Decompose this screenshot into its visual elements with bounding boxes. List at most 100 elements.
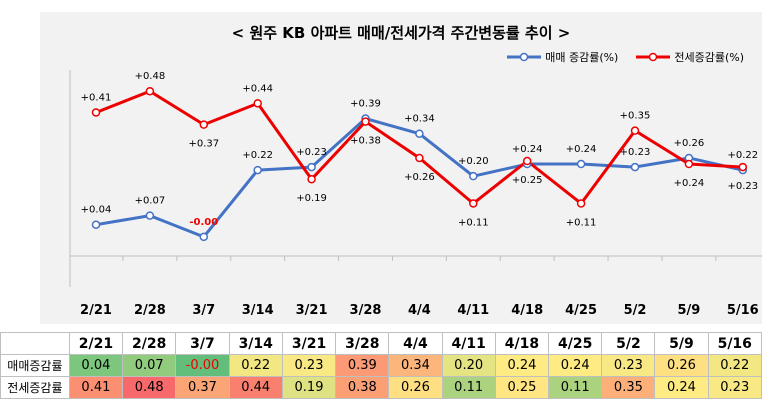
x-tick-label: 4/18 [511, 303, 543, 318]
data-point [684, 159, 694, 169]
table-cell: 0.41 [68, 376, 124, 399]
data-label: +0.07 [135, 196, 166, 207]
chart-legend: 매매 증감률(%) 전세증감률(%) [507, 49, 744, 65]
data-label: +0.24 [566, 144, 597, 155]
table-cell: 0.38 [335, 376, 390, 399]
data-label: +0.24 [512, 144, 543, 155]
table-cell: 0.11 [548, 376, 603, 399]
legend-item-jeonse: 전세증감률(%) [636, 49, 744, 65]
data-label: +0.24 [674, 178, 705, 189]
data-label: +0.26 [404, 172, 435, 183]
data-point [253, 99, 262, 108]
table-cell: 0.07 [122, 354, 177, 377]
table-cell: 0.39 [335, 354, 390, 377]
table-row: 매매증감률 0.04 0.07 -0.00 0.22 0.23 0.39 0.34 0.20 0… [0, 354, 762, 377]
data-table: 2/21 2/28 3/7 3/14 3/21 3/28 4/4 4/11 4/18 4/25 5/… [0, 332, 762, 399]
table-cell: 0.24 [494, 354, 550, 377]
table-cell: 0.48 [122, 376, 177, 399]
x-tick-label: 4/11 [457, 303, 489, 318]
table-column-header: 5/2 [601, 332, 656, 355]
line-chart: 2/21 2/28 3/7 3/14 3/21 3/28 4/4 4/11 4/18 4/25 5/… [69, 70, 762, 318]
data-point [738, 162, 748, 172]
data-label: +0.38 [350, 136, 381, 147]
data-label: +0.26 [674, 138, 705, 149]
legend-swatch-sale [507, 52, 542, 62]
data-point [199, 232, 209, 242]
x-tick-label: 3/28 [350, 303, 382, 318]
table-column-header: 4/18 [494, 332, 550, 355]
table-cell: 0.26 [388, 376, 443, 399]
table-cell: 0.34 [388, 354, 443, 377]
data-label: +0.35 [620, 111, 651, 122]
table-cell: 0.11 [441, 376, 496, 399]
table-cell: 0.24 [548, 354, 603, 377]
table-cell: 0.19 [281, 376, 337, 399]
chart-panel: < 원주 KB 아파트 매매/전세가격 주간변동률 추이 > 매매 증감률(%)… [40, 12, 762, 324]
table-cell: 0.26 [654, 354, 709, 377]
table-cell: -0.00 [175, 354, 230, 377]
data-point [145, 211, 155, 220]
data-label: +0.19 [296, 193, 327, 204]
x-tick-label: 5/16 [727, 303, 759, 318]
data-point [307, 174, 316, 184]
data-label: +0.34 [404, 114, 435, 125]
table-column-header: 2/28 [122, 332, 177, 355]
data-point [576, 199, 586, 208]
data-label: +0.11 [566, 217, 597, 228]
data-label: +0.44 [242, 83, 273, 94]
table-column-header: 4/25 [548, 332, 603, 355]
x-tick-label: 2/21 [80, 303, 112, 318]
table-cell: 0.23 [707, 376, 762, 399]
data-label: +0.23 [620, 147, 651, 158]
data-point [469, 199, 478, 208]
data-label: +0.04 [81, 205, 112, 216]
data-label: +0.25 [512, 175, 543, 186]
x-tick-label: 3/21 [296, 303, 328, 318]
table-cell: 0.22 [707, 354, 762, 377]
data-point [630, 126, 640, 135]
table-cell: 0.23 [601, 354, 656, 377]
table-column-header: 3/21 [281, 332, 337, 355]
table-cell: 0.35 [601, 376, 656, 399]
chart-title: < 원주 KB 아파트 매매/전세가격 주간변동률 추이 > [231, 24, 571, 42]
data-point [307, 162, 316, 172]
table-cell: 0.23 [281, 354, 337, 377]
table-cell: 0.20 [441, 354, 496, 377]
table-header-row: 2/21 2/28 3/7 3/14 3/21 3/28 4/4 4/11 4/18 4/25 5/… [0, 332, 762, 355]
data-label: +0.22 [727, 150, 758, 161]
data-label: -0.00 [189, 217, 218, 228]
data-label: +0.22 [242, 150, 273, 161]
table-column-header: 4/11 [441, 332, 496, 355]
table-row: 전세증감률 0.41 0.48 0.37 0.44 0.19 0.38 0.26 0.11 0.… [0, 376, 762, 399]
x-tick-label: 2/28 [134, 303, 166, 318]
table-cell: 0.22 [228, 354, 283, 377]
data-point [145, 86, 155, 96]
table-column-header: 3/7 [175, 332, 230, 355]
x-tick-label: 3/14 [242, 303, 274, 318]
table-column-header: 5/9 [654, 332, 709, 355]
data-point [361, 117, 370, 126]
x-tick-label: 3/7 [192, 303, 215, 318]
x-tick-label: 4/25 [565, 303, 597, 318]
table-corner [0, 332, 70, 355]
data-point [415, 129, 424, 138]
legend-label-sale: 매매 증감률(%) [545, 51, 619, 64]
data-point [91, 108, 101, 117]
row-label: 전세증감률 [0, 376, 70, 399]
data-point [415, 153, 424, 163]
legend-label-jeonse: 전세증감률(%) [674, 51, 744, 64]
legend-swatch-jeonse [636, 52, 671, 62]
table-cell: 0.04 [68, 354, 124, 377]
x-tick-label: 4/4 [408, 303, 431, 318]
data-point [522, 156, 532, 166]
data-point [253, 165, 262, 175]
table-column-header: 3/14 [228, 332, 283, 355]
table-column-header: 3/28 [335, 332, 390, 355]
legend-item-sale: 매매 증감률(%) [507, 49, 618, 65]
table-column-header: 5/16 [707, 332, 762, 355]
data-label: +0.23 [727, 181, 758, 192]
data-label: +0.20 [458, 156, 489, 167]
data-label: +0.39 [350, 99, 381, 110]
table-cell: 0.24 [654, 376, 709, 399]
x-tick-label: 5/9 [677, 303, 700, 318]
